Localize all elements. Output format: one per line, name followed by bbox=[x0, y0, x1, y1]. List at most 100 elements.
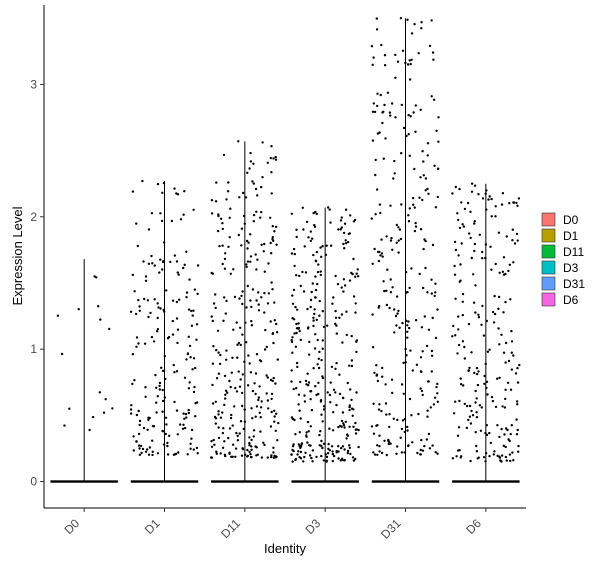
data-point bbox=[229, 416, 233, 420]
data-point bbox=[275, 322, 278, 326]
data-point bbox=[194, 366, 197, 370]
data-point bbox=[219, 217, 223, 220]
data-point bbox=[161, 388, 164, 392]
data-point bbox=[295, 387, 298, 390]
data-point bbox=[313, 312, 316, 316]
data-point bbox=[176, 341, 179, 345]
data-point bbox=[139, 444, 143, 448]
data-point bbox=[135, 222, 138, 225]
data-point bbox=[150, 212, 154, 215]
data-point bbox=[269, 320, 272, 323]
data-point bbox=[240, 294, 243, 298]
data-point bbox=[419, 228, 423, 231]
data-point bbox=[506, 381, 510, 384]
data-point bbox=[210, 199, 214, 202]
data-point bbox=[351, 414, 354, 417]
data-point bbox=[433, 294, 436, 298]
data-point bbox=[150, 335, 154, 339]
data-point bbox=[492, 321, 496, 324]
data-point bbox=[131, 273, 134, 277]
data-point bbox=[400, 103, 403, 107]
data-point bbox=[334, 367, 337, 370]
data-point bbox=[334, 274, 337, 278]
data-point bbox=[275, 243, 278, 246]
data-point bbox=[401, 49, 405, 52]
data-point bbox=[384, 383, 387, 386]
data-point bbox=[315, 318, 318, 321]
data-point bbox=[475, 416, 479, 419]
data-point bbox=[104, 398, 107, 401]
data-point bbox=[509, 459, 512, 463]
data-point bbox=[274, 155, 277, 159]
data-point bbox=[144, 395, 147, 398]
data-point bbox=[470, 256, 473, 260]
data-point bbox=[421, 350, 424, 353]
data-point bbox=[454, 334, 457, 337]
x-axis-title: Identity bbox=[264, 541, 306, 556]
data-point bbox=[243, 453, 247, 456]
data-point bbox=[510, 340, 514, 343]
data-point bbox=[515, 201, 518, 205]
data-point bbox=[147, 228, 151, 231]
data-point bbox=[482, 334, 486, 337]
data-point bbox=[493, 450, 496, 453]
data-point bbox=[245, 239, 249, 243]
data-point bbox=[273, 420, 276, 423]
data-point bbox=[459, 383, 463, 386]
data-point bbox=[308, 454, 312, 457]
data-point bbox=[395, 324, 398, 327]
data-point bbox=[408, 326, 411, 330]
data-point bbox=[229, 385, 232, 389]
data-point bbox=[434, 206, 438, 209]
data-point bbox=[327, 447, 330, 450]
data-point bbox=[267, 262, 270, 265]
data-point bbox=[252, 213, 256, 217]
data-point bbox=[430, 349, 434, 353]
data-point bbox=[214, 200, 218, 203]
data-point bbox=[98, 391, 102, 394]
data-point bbox=[156, 395, 159, 398]
data-point bbox=[311, 237, 314, 240]
data-point bbox=[335, 361, 338, 365]
data-point bbox=[212, 438, 215, 442]
data-point bbox=[270, 454, 273, 457]
data-point bbox=[243, 360, 246, 363]
data-point bbox=[427, 328, 431, 331]
data-point bbox=[222, 319, 225, 322]
data-point bbox=[454, 297, 457, 300]
data-point bbox=[384, 402, 388, 405]
data-point bbox=[191, 368, 194, 371]
data-point bbox=[397, 239, 400, 242]
data-point bbox=[261, 176, 264, 179]
data-point bbox=[375, 373, 379, 376]
data-point bbox=[502, 256, 506, 259]
data-point bbox=[397, 251, 400, 254]
data-point bbox=[156, 182, 160, 186]
data-point bbox=[240, 454, 244, 457]
data-point bbox=[169, 260, 172, 264]
data-point bbox=[144, 450, 148, 453]
data-point bbox=[214, 400, 217, 403]
data-point bbox=[307, 430, 310, 433]
data-point bbox=[311, 282, 314, 285]
data-point bbox=[317, 381, 320, 384]
data-point bbox=[427, 380, 430, 383]
data-point bbox=[312, 316, 315, 319]
data-point bbox=[194, 415, 197, 418]
data-point bbox=[166, 444, 169, 448]
data-point bbox=[498, 343, 501, 346]
data-point bbox=[469, 459, 472, 463]
data-point bbox=[185, 291, 189, 294]
data-point bbox=[249, 151, 252, 155]
data-point bbox=[221, 431, 225, 435]
data-point bbox=[431, 243, 435, 247]
legend-swatch-d31 bbox=[541, 276, 556, 291]
data-point bbox=[307, 326, 310, 329]
violin-group-d6 bbox=[451, 182, 521, 483]
data-point bbox=[472, 273, 475, 276]
data-point bbox=[60, 352, 64, 356]
data-point bbox=[484, 362, 487, 366]
data-point bbox=[235, 431, 238, 435]
data-point bbox=[161, 191, 164, 194]
data-point bbox=[498, 455, 501, 458]
